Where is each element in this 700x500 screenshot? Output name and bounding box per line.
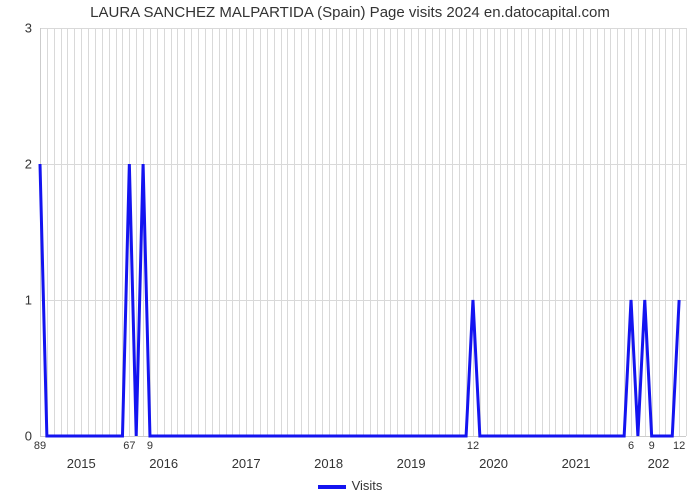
x-tick-label: 2015 bbox=[67, 456, 96, 471]
visits-line-chart: LAURA SANCHEZ MALPARTIDA (Spain) Page vi… bbox=[0, 0, 700, 500]
plot-area bbox=[40, 28, 686, 436]
y-tick-label: 3 bbox=[0, 21, 32, 36]
value-label: 6 bbox=[628, 440, 634, 452]
x-tick-label: 202 bbox=[648, 456, 670, 471]
chart-title: LAURA SANCHEZ MALPARTIDA (Spain) Page vi… bbox=[0, 4, 700, 21]
value-label: 9 bbox=[147, 440, 153, 452]
legend-swatch bbox=[318, 485, 346, 489]
y-tick-label: 2 bbox=[0, 157, 32, 172]
y-tick-label: 1 bbox=[0, 293, 32, 308]
legend-label: Visits bbox=[352, 478, 383, 493]
value-label: 12 bbox=[673, 440, 685, 452]
y-tick-label: 0 bbox=[0, 429, 32, 444]
value-label: 67 bbox=[123, 440, 135, 452]
x-tick-label: 2018 bbox=[314, 456, 343, 471]
visits-series bbox=[40, 28, 686, 436]
x-tick-label: 2019 bbox=[397, 456, 426, 471]
x-tick-label: 2021 bbox=[562, 456, 591, 471]
x-tick-label: 2017 bbox=[232, 456, 261, 471]
value-label: 89 bbox=[34, 440, 46, 452]
chart-legend: Visits bbox=[0, 478, 700, 493]
grid-line-vertical bbox=[686, 28, 687, 436]
value-label: 12 bbox=[467, 440, 479, 452]
x-tick-label: 2016 bbox=[149, 456, 178, 471]
x-tick-label: 2020 bbox=[479, 456, 508, 471]
value-label: 9 bbox=[649, 440, 655, 452]
